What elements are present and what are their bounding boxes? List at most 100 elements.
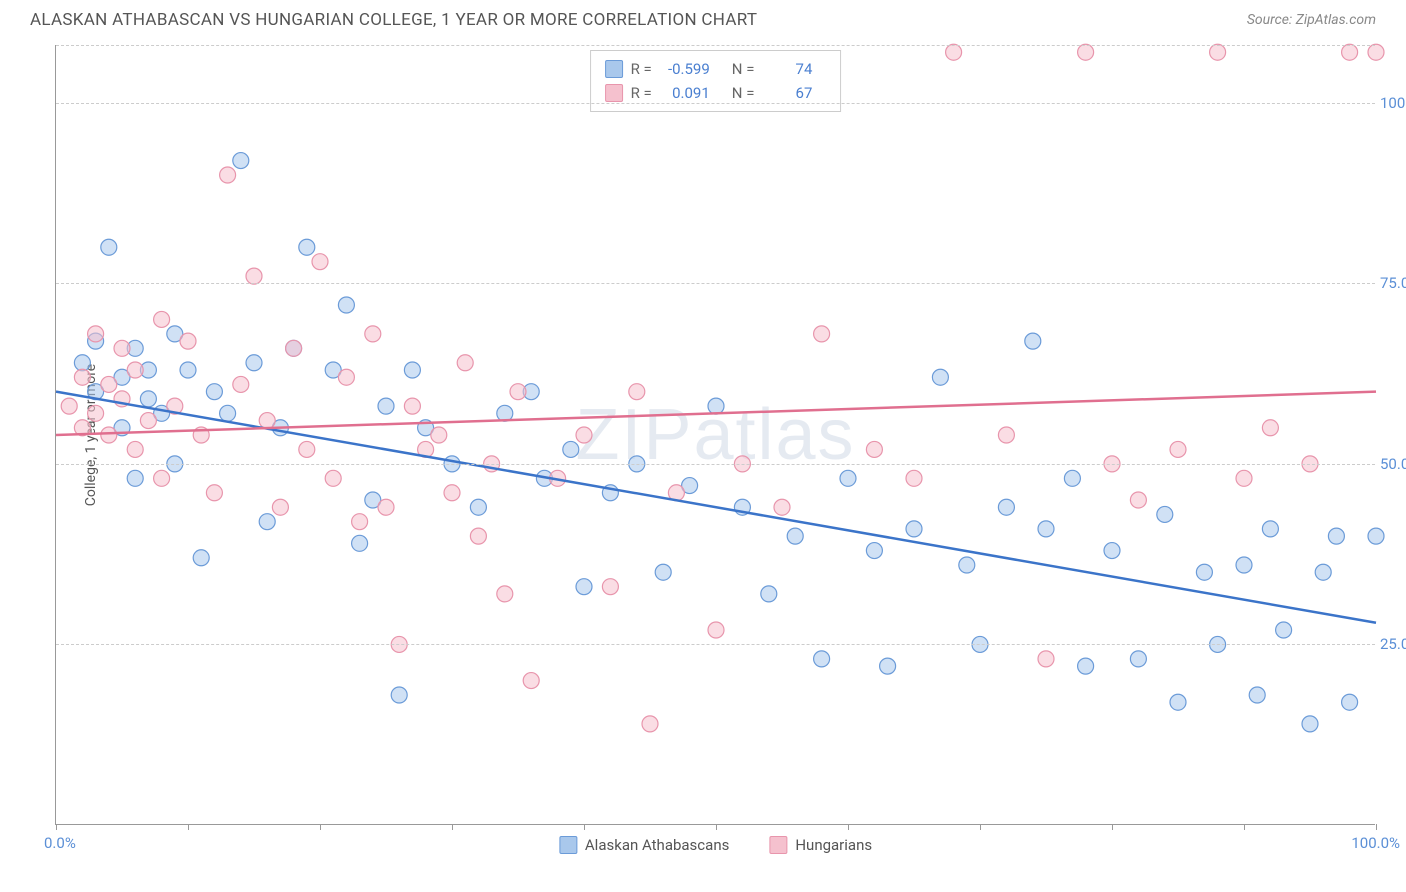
data-point	[1170, 441, 1186, 457]
plot-area: ZIPatlas R = -0.599 N = 74 R = 0.091 N =…	[55, 45, 1375, 825]
data-point	[1315, 564, 1331, 580]
data-point	[1210, 44, 1226, 60]
legend-swatch-1	[769, 836, 787, 854]
data-point	[602, 579, 618, 595]
data-point	[220, 167, 236, 183]
data-point	[180, 362, 196, 378]
stats-row-series-1: R = 0.091 N = 67	[605, 81, 827, 105]
data-point	[959, 557, 975, 573]
data-point	[998, 427, 1014, 443]
regression-line	[56, 392, 1376, 623]
data-point	[576, 427, 592, 443]
legend-item-0: Alaskan Athabascans	[559, 836, 729, 854]
data-point	[787, 528, 803, 544]
legend-item-1: Hungarians	[769, 836, 872, 854]
data-point	[761, 586, 777, 602]
data-point	[1249, 687, 1265, 703]
data-point	[906, 470, 922, 486]
stats-row-series-0: R = -0.599 N = 74	[605, 57, 827, 81]
x-axis-tick	[1376, 824, 1377, 830]
data-point	[1236, 557, 1252, 573]
x-axis-tick	[56, 824, 57, 830]
data-point	[1038, 521, 1054, 537]
data-point	[404, 362, 420, 378]
swatch-series-1	[605, 84, 623, 102]
data-point	[193, 550, 209, 566]
data-point	[1104, 543, 1120, 559]
x-axis-tick	[188, 824, 189, 830]
data-point	[206, 485, 222, 501]
data-point	[1342, 44, 1358, 60]
x-axis-label-min: 0.0%	[44, 834, 76, 852]
x-axis-tick	[320, 824, 321, 830]
chart-source: Source: ZipAtlas.com	[1247, 12, 1376, 28]
data-point	[946, 44, 962, 60]
data-point	[880, 658, 896, 674]
gridline	[56, 45, 1375, 46]
gridline	[56, 103, 1375, 104]
data-point	[1157, 506, 1173, 522]
y-axis-tick-label: 100.0%	[1380, 94, 1406, 112]
y-axis-tick-label: 75.0%	[1380, 274, 1406, 292]
data-point	[1302, 716, 1318, 732]
data-point	[510, 384, 526, 400]
data-point	[1038, 651, 1054, 667]
stat-n-value-0: 74	[762, 57, 812, 81]
data-point	[457, 355, 473, 371]
x-axis-tick	[1244, 824, 1245, 830]
data-point	[74, 355, 90, 371]
y-axis-tick-label: 50.0%	[1380, 455, 1406, 473]
data-point	[1262, 521, 1278, 537]
data-point	[338, 297, 354, 313]
data-point	[470, 528, 486, 544]
data-point	[220, 405, 236, 421]
data-point	[1368, 528, 1384, 544]
data-point	[1368, 44, 1384, 60]
data-point	[74, 369, 90, 385]
gridline	[56, 464, 1375, 465]
chart-container: College, 1 year or more ZIPatlas R = -0.…	[55, 45, 1375, 825]
data-point	[642, 716, 658, 732]
data-point	[299, 441, 315, 457]
data-point	[866, 543, 882, 559]
data-point	[352, 535, 368, 551]
data-point	[1130, 651, 1146, 667]
data-point	[101, 239, 117, 255]
stat-n-value-1: 67	[762, 81, 812, 105]
data-point	[140, 391, 156, 407]
data-point	[814, 651, 830, 667]
x-axis-tick	[452, 824, 453, 830]
data-point	[378, 398, 394, 414]
chart-title: ALASKAN ATHABASCAN VS HUNGARIAN COLLEGE,…	[30, 10, 757, 30]
data-point	[1170, 694, 1186, 710]
data-point	[391, 687, 407, 703]
legend-label-0: Alaskan Athabascans	[585, 836, 729, 854]
data-point	[259, 413, 275, 429]
stat-r-label-1: R =	[631, 81, 652, 105]
data-point	[708, 622, 724, 638]
data-point	[1130, 492, 1146, 508]
x-axis-tick	[848, 824, 849, 830]
data-point	[259, 514, 275, 530]
swatch-series-0	[605, 60, 623, 78]
data-point	[127, 441, 143, 457]
data-point	[101, 427, 117, 443]
data-point	[1064, 470, 1080, 486]
chart-header: ALASKAN ATHABASCAN VS HUNGARIAN COLLEGE,…	[0, 0, 1406, 38]
data-point	[1236, 470, 1252, 486]
data-point	[774, 499, 790, 515]
x-axis-tick	[584, 824, 585, 830]
data-point	[154, 311, 170, 327]
data-point	[338, 369, 354, 385]
data-point	[1196, 564, 1212, 580]
gridline	[56, 644, 1375, 645]
stat-r-value-1: 0.091	[660, 81, 710, 105]
data-point	[1276, 622, 1292, 638]
data-point	[365, 326, 381, 342]
x-axis-tick	[980, 824, 981, 830]
data-point	[404, 398, 420, 414]
data-point	[629, 384, 645, 400]
legend-label-1: Hungarians	[795, 836, 872, 854]
data-point	[998, 499, 1014, 515]
stat-r-label-0: R =	[631, 57, 652, 81]
